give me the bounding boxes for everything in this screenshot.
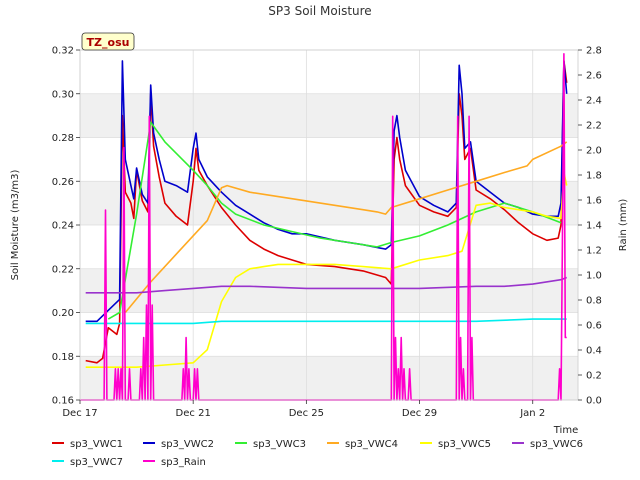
y-tick-label: 0.18 [52,352,74,363]
y-tick-label: 0.32 [52,46,74,57]
series-line-sp3-vwc5 [85,171,568,369]
legend-label: sp3_VWC1 [70,439,123,450]
y-axis-right: 0.0 0.2 0.4 0.6 0.8 1.0 1.2 1.4 1.6 1.8 2.0 2.2 2.4 2… [578,46,602,407]
series-line-sp3-vwc6 [85,276,567,294]
y2-tick-label: 2.0 [586,146,602,157]
background-band [80,50,578,94]
x-axis: Dec 17 Dec 21 Dec 25 Dec 29 Jan 2 [62,400,545,419]
y2-tick-label: 0.0 [586,396,602,407]
y2-tick-label: 2.8 [586,46,602,57]
x-tick-label: Dec 21 [176,408,211,419]
series-line-sp3-vwc7 [85,318,567,325]
legend-label: sp3_VWC3 [253,439,306,450]
y2-tick-label: 2.6 [586,71,602,82]
series-line-sp3-vwc4 [124,141,568,314]
legend-label: sp3_Rain [161,457,206,468]
y-axis-label: Soil Moisture (m3/m3) [10,170,21,281]
y2-tick-label: 0.4 [586,346,602,357]
y-tick-label: 0.30 [52,89,74,100]
y-tick-label: 0.22 [52,264,74,275]
legend-label: sp3_VWC6 [530,439,583,450]
y-tick-label: 0.16 [52,396,74,407]
y2-tick-label: 0.6 [586,321,602,332]
y2-tick-label: 1.2 [586,246,602,257]
background-band [80,312,578,357]
x-tick-label: Jan 2 [519,408,545,419]
y2-tick-label: 0.2 [586,371,602,382]
legend-label: sp3_VWC7 [70,457,123,468]
y2-tick-label: 1.4 [586,221,602,232]
series-line-sp3-vwc3 [107,121,562,320]
background-band [80,137,578,182]
y2-tick-label: 0.8 [586,296,602,307]
x-tick-label: Dec 29 [402,408,437,419]
y2-tick-label: 2.2 [586,121,602,132]
background-band [80,356,578,400]
legend-label: sp3_VWC2 [161,439,214,450]
y-tick-label: 0.24 [52,221,74,232]
background-band [80,225,578,269]
legend: sp3_VWC1 sp3_VWC2 sp3_VWC3 sp3_VWC4 sp3_VWC5… [52,439,583,468]
y-tick-label: 0.20 [52,308,74,319]
y2-tick-label: 1.0 [586,271,602,282]
y2-tick-label: 1.6 [586,196,602,207]
x-axis-label: Time [553,425,578,436]
x-tick-label: Dec 25 [289,408,324,419]
legend-label: sp3_VWC4 [345,439,398,450]
site-tag: TZ_osu [81,32,135,51]
y-tick-label: 0.26 [52,177,74,188]
site-tag-label: TZ_osu [87,36,130,49]
y2-axis-label: Rain (mm) [618,199,629,252]
y2-tick-label: 1.8 [586,171,602,182]
y-tick-label: 0.28 [52,133,74,144]
background-band [80,93,578,138]
chart-title: SP3 Soil Moisture [268,4,371,18]
y2-tick-label: 2.4 [586,96,602,107]
series-line-sp3-vwc1 [85,60,568,364]
site-tag-box [81,32,135,51]
y-axis-left: 0.16 0.18 0.20 0.22 0.24 0.26 0.28 0.30 0.32 [52,46,80,407]
legend-label: sp3_VWC5 [438,439,491,450]
x-tick-label: Dec 17 [62,408,97,419]
